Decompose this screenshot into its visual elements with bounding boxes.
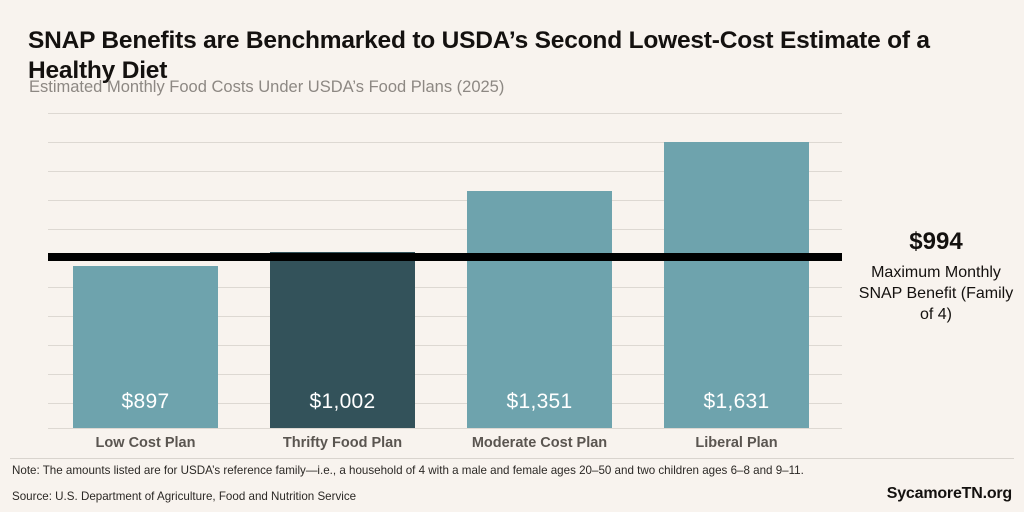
- category-label-low-cost-plan: Low Cost Plan: [95, 435, 196, 451]
- gridline: [48, 142, 842, 143]
- bar-value-label: $1,631: [703, 390, 770, 413]
- gridline: [48, 200, 842, 201]
- bar-low-cost-plan[interactable]: $897: [73, 266, 218, 428]
- gridline: [48, 113, 842, 114]
- page-title: SNAP Benefits are Benchmarked to USDA’s …: [28, 27, 930, 85]
- benchmark-value-label: $994: [909, 228, 963, 255]
- bar-thrifty-food-plan[interactable]: $1,002: [270, 252, 415, 428]
- gridline: [48, 374, 842, 375]
- footnote-note: Note: The amounts listed are for USDA’s …: [12, 464, 804, 477]
- category-label-thrifty-food-plan: Thrifty Food Plan: [282, 435, 403, 451]
- bar-value-label: $1,002: [309, 390, 376, 413]
- benchmark-caption: Maximum Monthly SNAP Benefit (Family of …: [858, 264, 1014, 324]
- chart-subtitle: Estimated Monthly Food Costs Under USDA’…: [29, 78, 505, 96]
- bar-moderate-cost-plan[interactable]: $1,351: [467, 191, 612, 428]
- footnote-source: Source: U.S. Department of Agriculture, …: [12, 490, 357, 503]
- gridline: [48, 403, 842, 404]
- bar-liberal-plan[interactable]: $1,631: [664, 142, 809, 428]
- bar-value-label: $897: [121, 390, 170, 413]
- gridline: [48, 171, 842, 172]
- category-label-liberal-plan: Liberal Plan: [695, 435, 778, 451]
- gridline: [48, 316, 842, 317]
- footer-divider: [10, 458, 1014, 459]
- bar-value-label: $1,351: [506, 390, 573, 413]
- benchmark-reference-line: [48, 253, 842, 261]
- gridline: [48, 229, 842, 230]
- brand-wordmark: SycamoreTN.org: [886, 485, 1012, 502]
- gridline: [48, 287, 842, 288]
- category-label-moderate-cost-plan: Moderate Cost Plan: [471, 435, 608, 451]
- gridline-baseline: [48, 428, 842, 429]
- gridline: [48, 345, 842, 346]
